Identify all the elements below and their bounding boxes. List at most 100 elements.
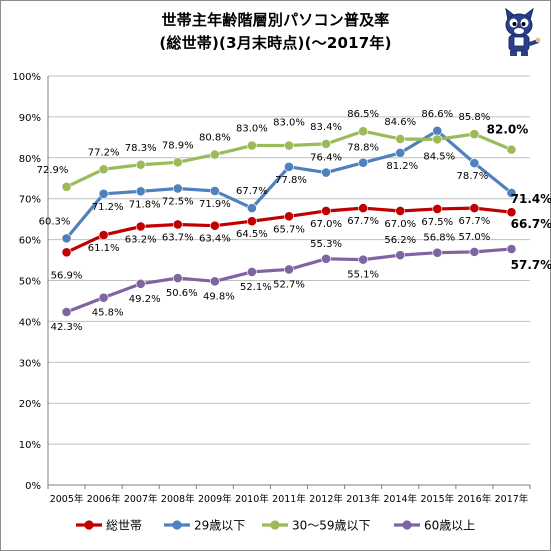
data-point	[247, 203, 257, 214]
legend-swatch-marker	[270, 520, 280, 530]
x-tick-label: 2007年	[124, 493, 158, 505]
data-label: 55.1%	[347, 270, 379, 281]
data-label: 55.3%	[310, 239, 342, 250]
y-tick-label: 20%	[19, 399, 41, 410]
data-label: 71.9%	[199, 199, 231, 210]
data-point	[506, 188, 517, 198]
data-label: 82.0%	[487, 123, 529, 137]
data-label: 66.7%	[511, 217, 551, 231]
data-label: 83.0%	[273, 118, 305, 129]
data-point	[172, 183, 183, 194]
data-point	[209, 149, 220, 160]
data-label: 85.8%	[458, 112, 490, 123]
data-label: 83.4%	[310, 122, 342, 133]
x-tick-label: 2012年	[309, 493, 343, 505]
data-label: 50.6%	[166, 288, 198, 299]
data-label: 84.5%	[423, 151, 455, 162]
data-label: 86.5%	[347, 109, 379, 120]
legend-swatch-marker	[84, 520, 94, 530]
data-point	[469, 246, 480, 257]
data-point	[506, 244, 517, 254]
x-tick-label: 2008年	[161, 493, 195, 505]
cat-mascot-logo	[505, 7, 541, 56]
data-label: 52.1%	[240, 282, 272, 293]
data-point	[209, 220, 220, 231]
data-label: 72.9%	[37, 165, 69, 176]
legend: 総世帯 29歳以下 30～59歳以下 60歳以上	[76, 519, 475, 533]
data-point	[209, 186, 220, 196]
data-label: 63.7%	[162, 232, 194, 243]
data-point	[358, 254, 369, 265]
data-point	[98, 164, 109, 175]
legend-label: 60歳以上	[424, 519, 475, 533]
gridlines	[48, 75, 530, 486]
data-label: 52.7%	[273, 279, 305, 290]
data-point	[172, 273, 183, 283]
x-tick-label: 2017年	[495, 493, 529, 505]
data-point	[61, 307, 72, 317]
data-label: 67.7%	[236, 186, 268, 197]
data-point	[321, 167, 331, 178]
series-group	[61, 125, 517, 317]
data-label: 64.5%	[236, 229, 268, 240]
data-point	[135, 186, 146, 197]
data-point	[172, 219, 183, 230]
data-point	[61, 247, 72, 258]
y-tick-label: 80%	[19, 154, 41, 165]
legend-label: 総世帯	[106, 519, 142, 533]
data-label: 65.7%	[273, 224, 305, 235]
y-tick-label: 0%	[25, 481, 41, 492]
data-point	[98, 230, 109, 241]
data-label: 78.3%	[125, 143, 157, 154]
chart-title: 世帯主年齢階層別パソコン普及率	[161, 11, 390, 29]
data-point	[247, 216, 257, 227]
data-point	[321, 206, 331, 216]
x-tick-label: 2016年	[458, 493, 492, 505]
data-label: 81.2%	[386, 161, 418, 172]
data-point	[135, 221, 146, 232]
y-tick-label: 90%	[19, 113, 41, 124]
data-label: 57.7%	[511, 258, 551, 272]
data-label: 57.0%	[458, 232, 490, 243]
data-point	[358, 203, 369, 214]
data-label: 56.9%	[51, 270, 83, 281]
data-label: 78.7%	[456, 171, 488, 182]
data-label: 77.8%	[275, 175, 307, 186]
data-point	[61, 233, 72, 244]
data-label: 84.6%	[384, 117, 416, 128]
y-tick-label: 70%	[19, 195, 41, 206]
data-point	[469, 158, 480, 169]
data-label: 76.4%	[310, 153, 342, 164]
data-point	[432, 204, 443, 214]
data-point	[98, 292, 109, 303]
data-point	[209, 276, 220, 287]
x-tick-label: 2010年	[235, 493, 269, 505]
legend-label: 29歳以下	[194, 519, 245, 533]
data-label: 71.4%	[511, 192, 551, 206]
x-tick-label: 2014年	[383, 493, 417, 505]
legend-label: 30～59歳以下	[292, 519, 371, 533]
data-label: 72.5%	[162, 196, 194, 207]
data-label: 67.7%	[458, 216, 490, 227]
data-label: 86.6%	[421, 109, 453, 120]
data-label: 80.8%	[199, 133, 231, 144]
data-label: 71.8%	[129, 199, 161, 210]
data-label: 60.3%	[39, 216, 71, 227]
data-label: 71.2%	[92, 202, 124, 213]
data-point	[284, 264, 294, 275]
data-point	[432, 125, 443, 136]
data-label: 78.9%	[162, 140, 194, 151]
x-tick-label: 2005年	[50, 493, 84, 505]
x-tick-label: 2015年	[420, 493, 454, 505]
y-tick-label: 100%	[12, 72, 41, 83]
data-label: 49.8%	[203, 291, 235, 302]
data-point	[506, 144, 517, 155]
legend-swatch-marker	[172, 520, 182, 530]
data-label: 77.2%	[88, 147, 120, 158]
data-point	[321, 253, 331, 264]
y-tick-label: 40%	[19, 317, 41, 328]
y-tick-label: 10%	[19, 440, 41, 451]
data-label: 67.0%	[310, 219, 342, 230]
x-tick-label: 2009年	[198, 493, 232, 505]
